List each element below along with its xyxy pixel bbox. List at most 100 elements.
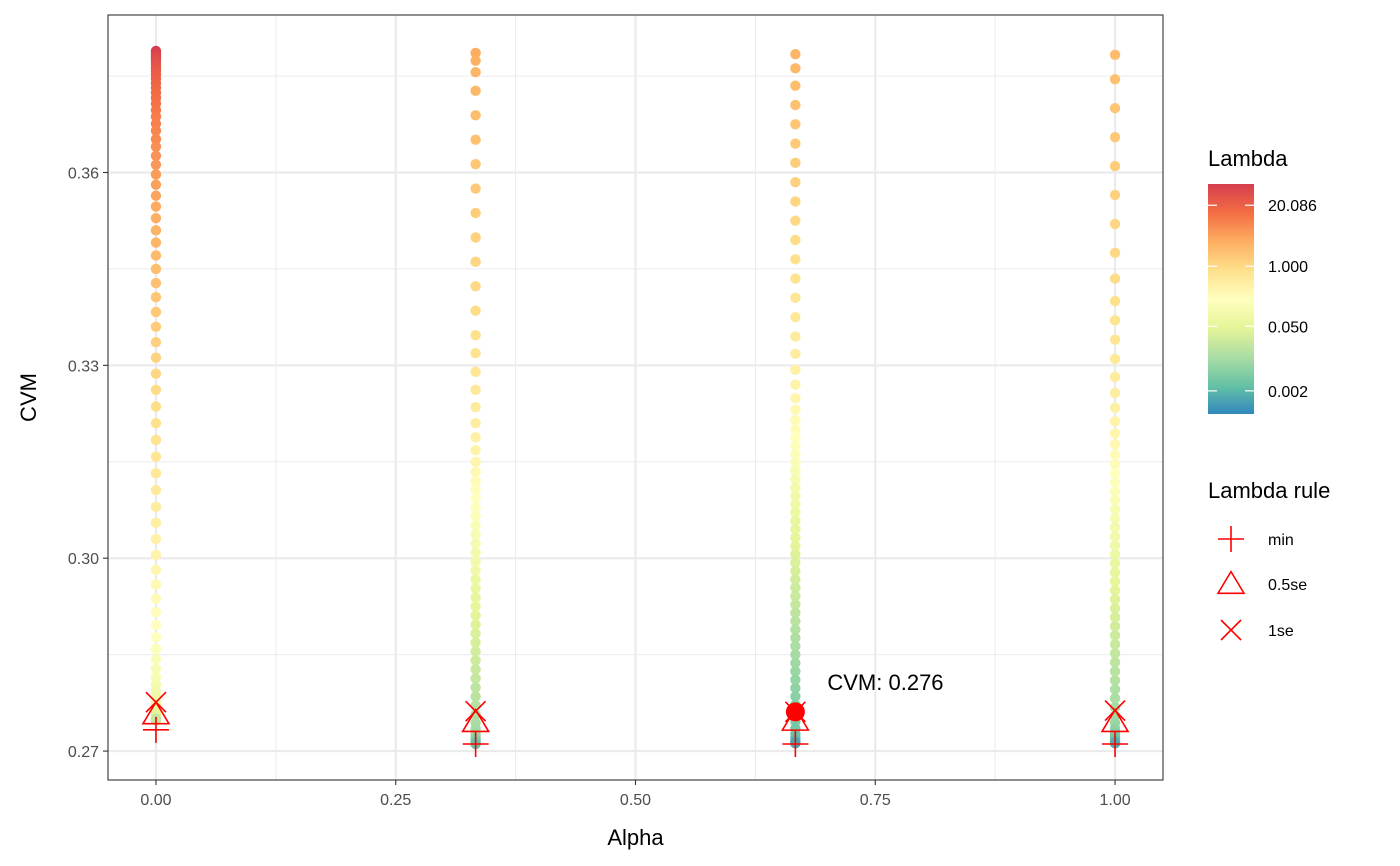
lambda-point <box>470 646 481 657</box>
lambda-point <box>790 524 801 535</box>
legend-se05-triangle <box>1216 570 1246 595</box>
lambda-point <box>1109 428 1121 439</box>
lambda-point <box>470 511 481 522</box>
lambda-point <box>470 432 481 443</box>
lambda-point <box>150 484 162 496</box>
lambda-point <box>1109 558 1121 569</box>
lambda-point <box>1109 693 1121 704</box>
x-tick-label: 0.25 <box>380 792 411 809</box>
lambda-point <box>470 538 481 549</box>
colorbar-tick-label: 0.002 <box>1268 384 1308 401</box>
lambda-point <box>150 133 162 145</box>
lambda-point <box>790 649 801 660</box>
lambda-point <box>790 138 801 149</box>
lambda-point <box>1109 684 1121 695</box>
lambda-point <box>790 331 801 342</box>
lambda-point <box>1109 371 1121 383</box>
lambda-point <box>790 292 801 304</box>
lambda-point <box>150 179 162 190</box>
lambda-point <box>470 574 481 585</box>
x-axis-title: Alpha <box>607 825 664 850</box>
lambda-point <box>1109 49 1121 61</box>
lambda-point <box>470 484 481 495</box>
legend-se1-cross-b <box>1220 619 1242 641</box>
lambda-point <box>790 482 801 493</box>
lambda-colorbar <box>1208 184 1254 414</box>
highlight-label: CVM: 0.276 <box>827 670 943 695</box>
lambda-point <box>1109 273 1121 284</box>
lambda-point <box>470 67 481 78</box>
lambda-point <box>150 292 162 303</box>
lambda-point <box>470 207 481 219</box>
lambda-point <box>470 347 481 359</box>
lambda-point <box>790 392 801 404</box>
y-axis-ticks: 0.27 0.30 0.33 0.36 <box>68 166 108 761</box>
lambda-point <box>1109 131 1121 143</box>
lambda-point <box>790 616 801 627</box>
lambda-point <box>470 158 481 170</box>
lambda-point <box>790 599 801 610</box>
lambda-point <box>790 215 801 226</box>
lambda-point <box>1109 630 1121 641</box>
x-tick-label: 0.00 <box>140 792 171 809</box>
lambda-point <box>470 682 481 693</box>
lambda-point <box>150 141 162 152</box>
lambda-point <box>470 305 481 316</box>
y-axis-title: CVM <box>16 373 41 422</box>
x-tick-label: 1.00 <box>1099 792 1130 809</box>
lambda-point <box>790 473 801 485</box>
lambda-point <box>790 507 801 518</box>
lambda-point <box>1109 477 1121 488</box>
lambda-point <box>1109 416 1121 427</box>
rule-se05-triangle <box>1100 708 1130 733</box>
lambda-point <box>1109 295 1121 307</box>
lambda-point <box>150 125 162 136</box>
lambda-point <box>470 445 481 456</box>
lambda-point <box>1109 468 1121 479</box>
lambda-point <box>790 532 801 543</box>
lambda-point <box>150 451 162 462</box>
y-tick-label: 0.27 <box>68 744 99 761</box>
lambda-point <box>1109 247 1121 259</box>
lambda-point <box>790 674 801 685</box>
lambda-point <box>790 440 801 451</box>
lambda-point <box>150 237 162 248</box>
lambda-point <box>1109 648 1121 659</box>
lambda-point <box>150 150 162 161</box>
lambda-point <box>150 277 162 289</box>
lambda-point <box>790 657 801 669</box>
lambda-point <box>470 384 481 395</box>
lambda-point <box>790 574 801 585</box>
lambda-point <box>1109 387 1121 399</box>
lambda-point <box>1109 189 1121 201</box>
rule-se1-cross-b <box>465 700 487 722</box>
lambda-point <box>470 110 481 121</box>
legend-rule-label: 1se <box>1268 623 1294 640</box>
legend-rule-items: min 0.5se 1se <box>1216 526 1307 641</box>
lambda-point <box>470 601 481 612</box>
lambda-point <box>1109 449 1121 460</box>
lambda-point <box>470 418 481 429</box>
colorbar-tick-label: 0.050 <box>1268 319 1308 336</box>
lambda-point <box>150 306 162 318</box>
lambda-point <box>470 691 481 702</box>
lambda-point <box>150 337 162 348</box>
lambda-point <box>790 364 801 376</box>
lambda-point <box>1109 522 1121 533</box>
lambda-point <box>150 169 162 180</box>
lambda-point <box>1109 160 1121 172</box>
lambda-point <box>150 619 162 631</box>
lambda-point <box>470 456 481 467</box>
lambda-point <box>470 664 481 675</box>
lambda-point <box>1109 567 1121 578</box>
lambda-point <box>790 414 801 426</box>
lambda-point <box>790 379 801 390</box>
lambda-point <box>150 263 162 275</box>
lambda-point <box>150 653 162 665</box>
lambda-point <box>1109 504 1121 515</box>
lambda-point <box>470 502 481 513</box>
y-tick-label: 0.36 <box>68 166 99 183</box>
colorbar-tick-label: 20.086 <box>1268 198 1317 215</box>
legend-rule-title: Lambda rule <box>1208 478 1330 503</box>
rule-se05-triangle <box>461 708 491 733</box>
